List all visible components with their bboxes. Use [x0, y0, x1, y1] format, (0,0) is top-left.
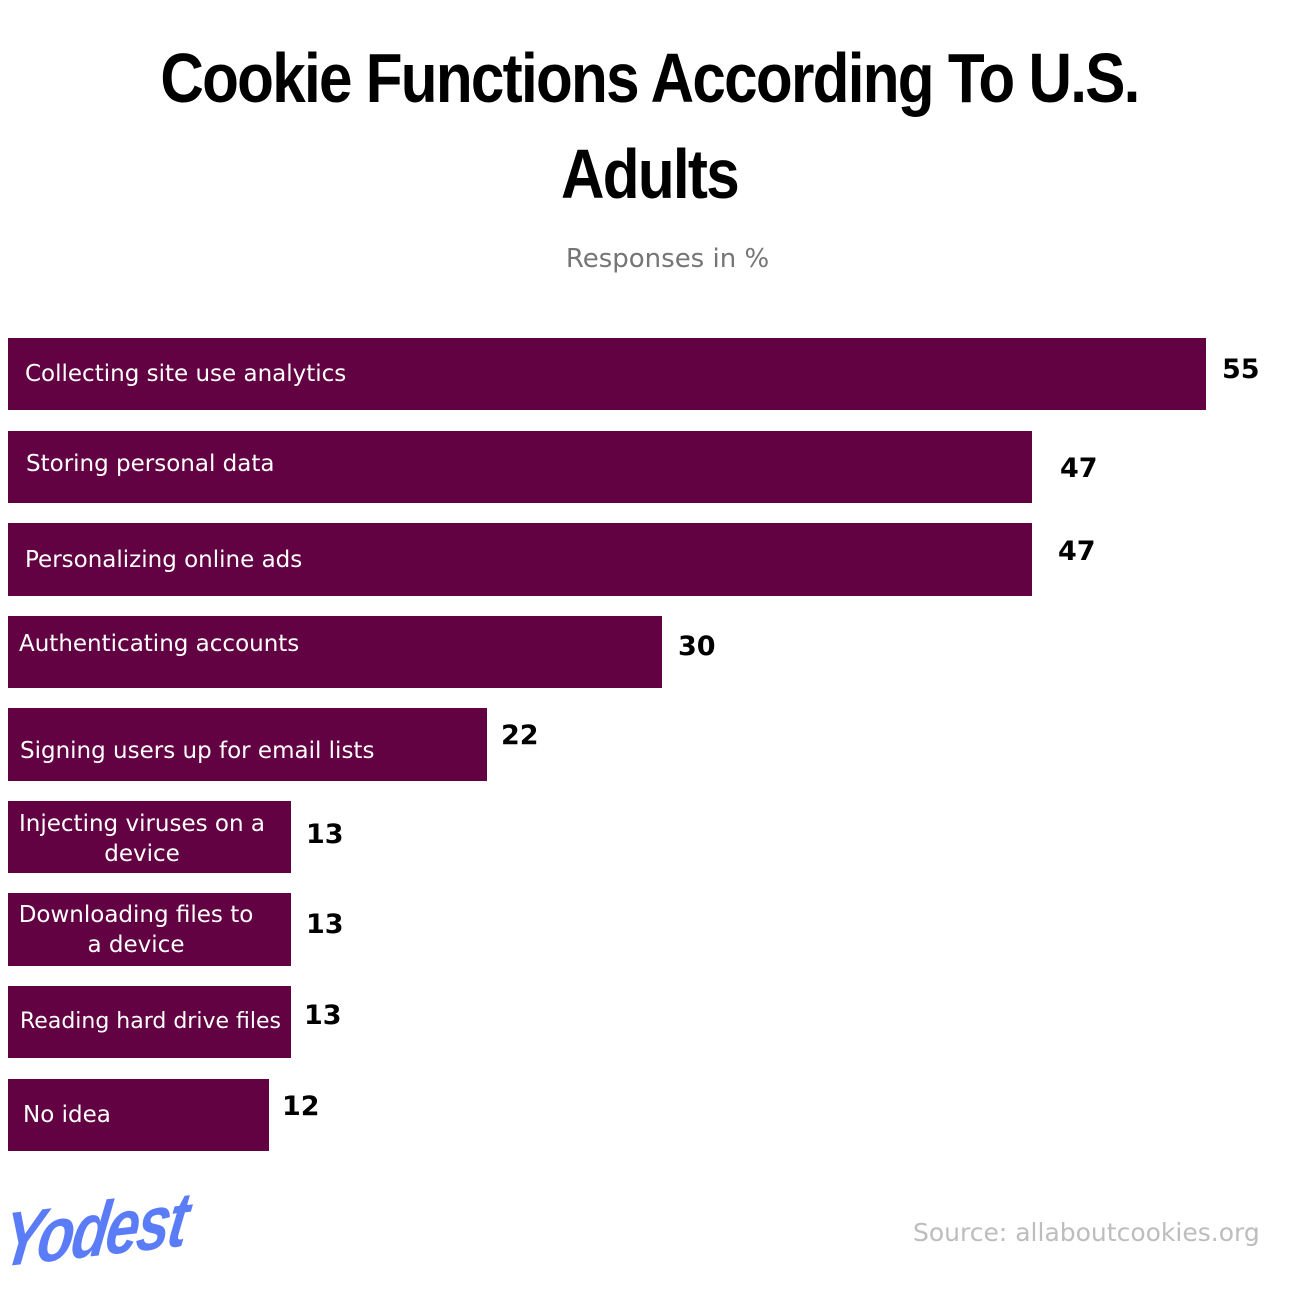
bar-value: 12	[282, 1091, 320, 1122]
yodest-logo: Yodest	[0, 1175, 193, 1284]
source-note: Source: allaboutcookies.org	[913, 1218, 1260, 1247]
bar-label: Injecting viruses on a device	[19, 811, 265, 867]
bar-value: 13	[306, 909, 344, 940]
bar-label: No idea	[23, 1102, 111, 1128]
bar-label: Collecting site use analytics	[25, 361, 347, 387]
bar-value: 13	[304, 1000, 342, 1031]
bar-storing-personal-data: Storing personal data	[8, 431, 1032, 503]
bar-label: Personalizing online ads	[25, 546, 303, 573]
chart-subtitle: Responses in %	[565, 244, 770, 274]
bar-signing-email-lists: Signing users up for email lists	[8, 708, 487, 781]
bar-personalizing-ads: Personalizing online ads	[8, 523, 1032, 596]
bar-label: Reading hard drive files	[20, 1009, 281, 1034]
chart-title-line-2: Adults	[561, 135, 740, 213]
bar-value: 13	[306, 819, 344, 850]
bar-value: 22	[501, 720, 539, 751]
bar-downloading-files: Downloading files to a device	[8, 893, 291, 966]
bar-reading-hard-drive: Reading hard drive files	[8, 986, 291, 1058]
bar-value: 30	[678, 631, 716, 662]
bar-injecting-viruses: Injecting viruses on a device	[8, 801, 291, 873]
bar-value: 47	[1058, 536, 1096, 567]
bar-no-idea: No idea	[8, 1079, 269, 1151]
chart-title: Cookie Functions According To U.S. Adult…	[91, 30, 1208, 222]
bar-label: Signing users up for email lists	[20, 737, 375, 764]
bar-value: 47	[1060, 453, 1098, 484]
bar-authenticating-accounts: Authenticating accounts	[8, 616, 662, 688]
bar-value: 55	[1222, 354, 1260, 385]
bar-collecting-analytics: Collecting site use analytics	[8, 338, 1206, 410]
bar-label: Downloading files to a device	[18, 901, 254, 958]
bar-label: Storing personal data	[26, 451, 275, 477]
chart-title-line-1: Cookie Functions According To U.S.	[160, 39, 1140, 117]
bar-label: Authenticating accounts	[19, 631, 300, 657]
